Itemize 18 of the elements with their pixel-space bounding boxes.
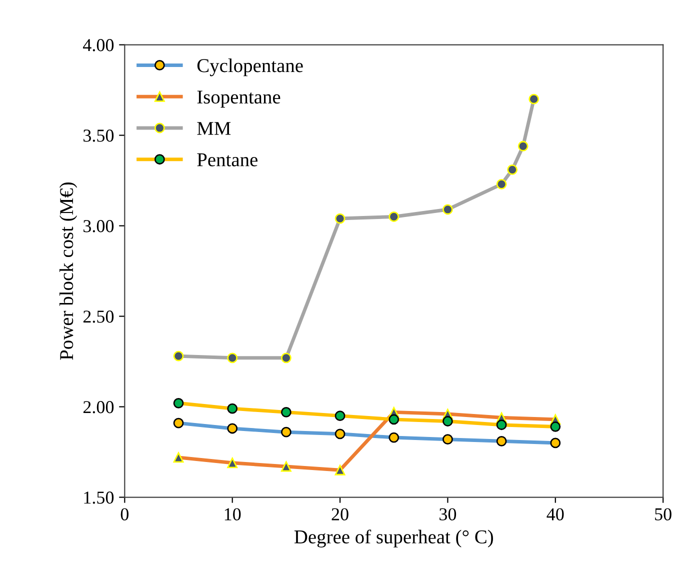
y-tick-label: 2.00 [83,401,114,414]
y-tick-label: 3.00 [84,220,114,232]
y-tick-label: 1.50 [84,492,114,504]
x-axis-title: Degree of superheat (° C) [294,530,494,548]
y-tick-label: 4.00 [83,39,114,52]
x-tick-label: 0 [120,508,128,520]
legend-label: Isopentane [197,90,280,108]
legend-label: MM [197,122,231,135]
y-tick-label: 2.50 [83,310,114,323]
x-tick-label: 10 [224,508,241,520]
y-tick-label: 3.50 [84,130,114,142]
y-axis-title: Power block cost (M€) [59,182,78,360]
legend-label: Cyclopentane [197,58,303,76]
x-tick-label: 50 [655,508,672,520]
x-tick-label: 30 [440,508,456,520]
legend-label: Pentane [197,153,258,166]
x-tick-label: 20 [332,508,348,520]
x-tick-label: 40 [546,508,564,520]
